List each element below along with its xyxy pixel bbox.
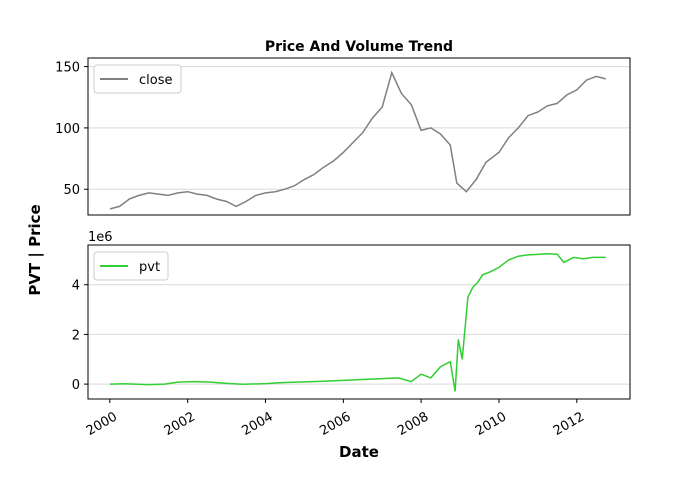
pvt-series-line bbox=[109, 252, 606, 392]
pvt-panel: 1e6 0 2 4 2000 2002 2004 2006 2008 2010 2012 pvt bbox=[72, 230, 631, 439]
price-ytick-label: 50 bbox=[63, 183, 80, 198]
x-tick-label: 2006 bbox=[317, 409, 353, 439]
x-axis-label: Date bbox=[339, 443, 379, 461]
pvt-ytick-label: 2 bbox=[72, 328, 80, 343]
pvt-plot-frame bbox=[87, 244, 631, 400]
close-series-line bbox=[109, 70, 606, 210]
x-tick-label: 2008 bbox=[395, 409, 431, 439]
x-tick-label: 2004 bbox=[239, 409, 275, 439]
pvt-offset-text: 1e6 bbox=[88, 230, 113, 245]
price-ytick-label: 100 bbox=[55, 122, 80, 137]
x-tick-label: 2000 bbox=[84, 409, 120, 439]
x-tick-label: 2002 bbox=[162, 409, 198, 439]
x-tick-label: 2010 bbox=[473, 409, 509, 439]
pvt-legend-label: pvt bbox=[139, 260, 160, 275]
price-plot-frame bbox=[87, 57, 631, 216]
price-legend: close bbox=[93, 64, 182, 94]
pvt-ytick-label: 4 bbox=[72, 279, 80, 294]
chart-title: Price And Volume Trend bbox=[265, 39, 453, 55]
price-ytick-label: 150 bbox=[55, 61, 80, 76]
x-tick-label: 2012 bbox=[551, 409, 587, 439]
y-axis-label: PVT | Price bbox=[26, 204, 45, 295]
pvt-ytick-label: 0 bbox=[72, 378, 80, 393]
price-panel: Price And Volume Trend 50 100 150 close bbox=[55, 39, 631, 216]
price-legend-box bbox=[93, 64, 182, 94]
close-legend-label: close bbox=[139, 73, 172, 88]
pvt-legend: pvt bbox=[93, 251, 169, 281]
pvt-legend-box bbox=[93, 251, 169, 281]
